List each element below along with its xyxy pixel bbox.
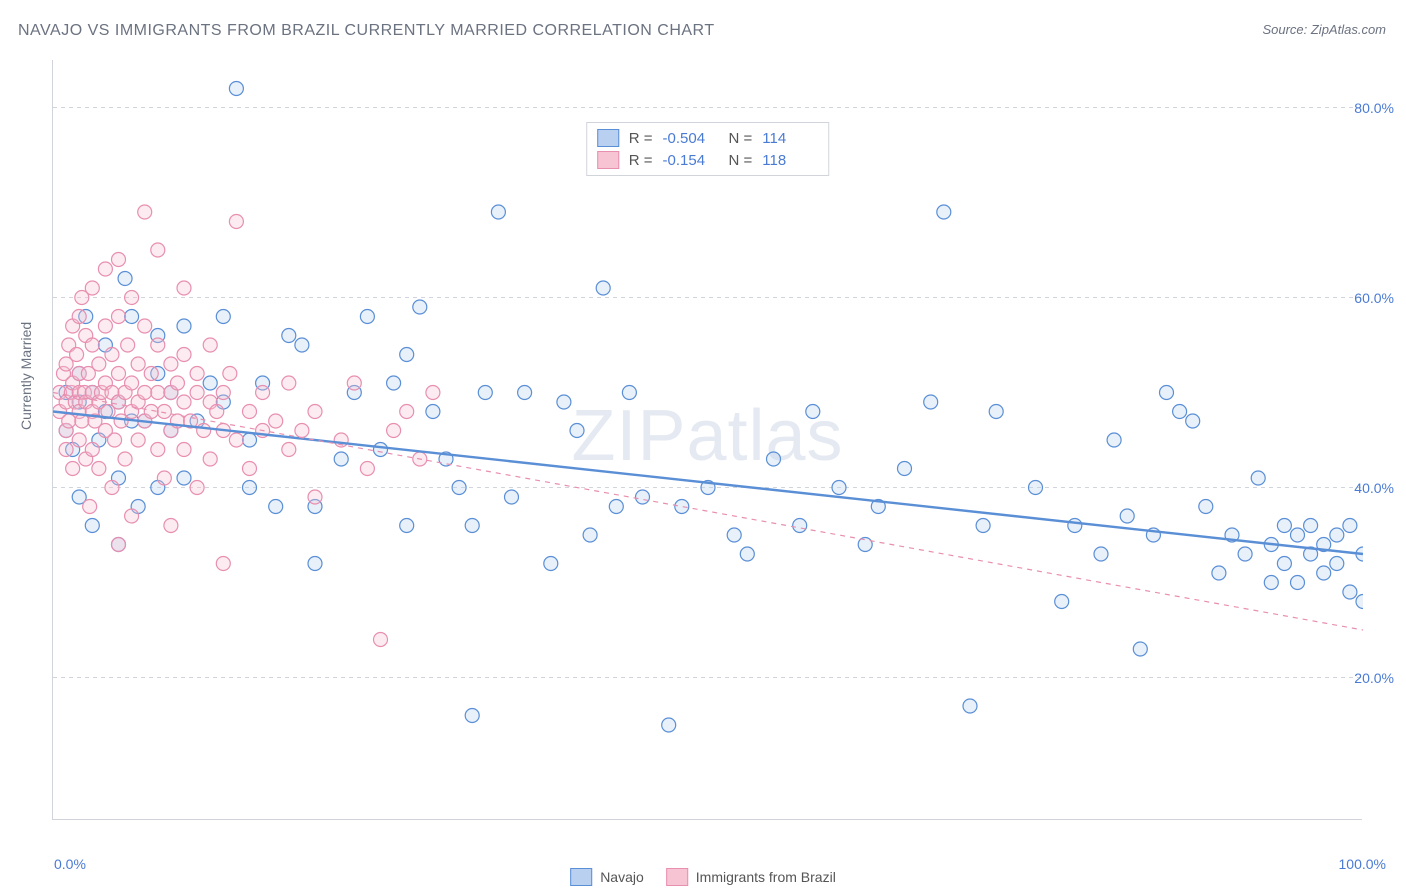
stats-row: R = -0.504 N = 114 [597,127,819,149]
legend-item: Navajo [570,868,644,886]
n-label: N = [729,130,753,147]
source-label: Source: ZipAtlas.com [1262,22,1386,37]
chart-title: NAVAJO VS IMMIGRANTS FROM BRAZIL CURRENT… [18,22,715,40]
r-value: -0.504 [663,130,719,147]
plot-area: ZIPatlas R =-0.504N =114R =-0.154N =118 [52,60,1362,820]
legend-swatch [666,868,688,886]
y-tick-label: 20.0% [1354,670,1394,686]
correlation-stats-box: R = -0.504 N = 114 R = -0.154 N = 118 [586,122,830,176]
legend-item: Immigrants from Brazil [666,868,836,886]
y-axis-label: Currently Married [18,322,34,430]
stats-row: R = -0.154 N = 118 [597,149,819,171]
x-tick-left: 0.0% [54,856,86,872]
n-value: 118 [762,152,818,169]
series-swatch [597,129,619,147]
n-label: N = [729,152,753,169]
r-value: -0.154 [663,152,719,169]
legend-label: Navajo [600,869,644,885]
y-tick-label: 40.0% [1354,480,1394,496]
legend: Navajo Immigrants from Brazil [570,868,836,886]
series-swatch [597,151,619,169]
legend-label: Immigrants from Brazil [696,869,836,885]
n-value: 114 [762,130,818,147]
r-label: R = [629,130,653,147]
r-label: R = [629,152,653,169]
chart-container: NAVAJO VS IMMIGRANTS FROM BRAZIL CURRENT… [0,0,1406,892]
legend-swatch [570,868,592,886]
x-tick-right: 100.0% [1339,856,1386,872]
y-tick-label: 80.0% [1354,100,1394,116]
y-tick-label: 60.0% [1354,290,1394,306]
